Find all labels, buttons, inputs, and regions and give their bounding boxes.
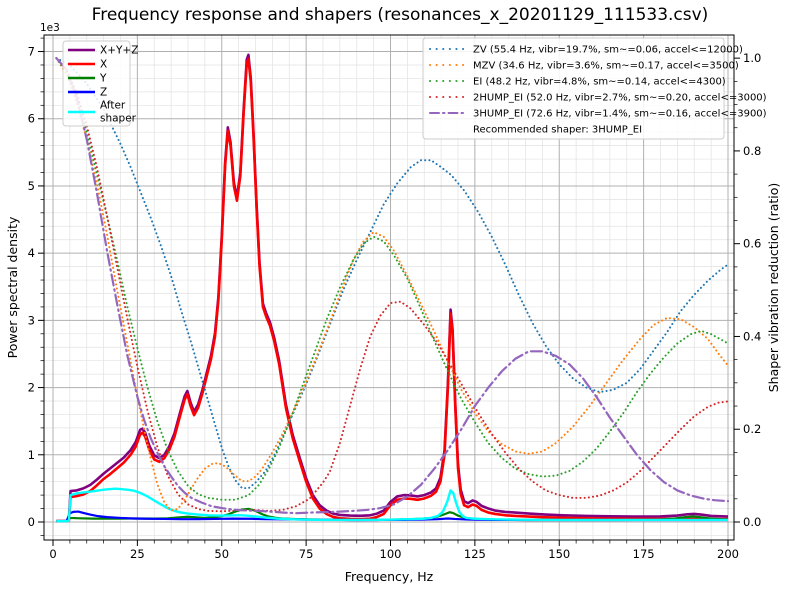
legend-label: Y bbox=[99, 73, 107, 85]
x-tick-label: 125 bbox=[464, 547, 486, 561]
legend-item-y: Y bbox=[68, 73, 107, 85]
legend-item-x-y-z: X+Y+Z bbox=[68, 45, 138, 57]
legend-shapers: ZV (55.4 Hz, vibr=19.7%, sm~=0.06, accel… bbox=[422, 37, 767, 140]
series-ei bbox=[55, 57, 729, 501]
legend-item-ei: EI (48.2 Hz, vibr=4.8%, sm~=0.14, accel<… bbox=[429, 77, 726, 88]
y-left-tick-label: 0 bbox=[28, 515, 35, 529]
x-tick-label: 175 bbox=[633, 547, 655, 561]
legend-item-3hump-ei: 3HUMP_EI (72.6 Hz, vibr=1.4%, sm~=0.16, … bbox=[429, 109, 767, 120]
legend-item-x: X bbox=[68, 59, 107, 71]
y-axis-label-left: Power spectral density bbox=[5, 216, 20, 358]
series-after-shaper bbox=[56, 487, 728, 523]
legend-label: After bbox=[100, 100, 126, 112]
chart-title: Frequency response and shapers (resonanc… bbox=[92, 5, 709, 25]
legend-label: Z bbox=[100, 87, 107, 99]
legend-shapers-box bbox=[422, 37, 725, 140]
legend-psd-box bbox=[62, 40, 131, 127]
y-left-tick-label: 6 bbox=[28, 112, 35, 126]
axis-offset-text: 1e3 bbox=[40, 22, 60, 34]
x-tick-label: 25 bbox=[130, 547, 145, 561]
legend-item-zv: ZV (55.4 Hz, vibr=19.7%, sm~=0.06, accel… bbox=[429, 45, 743, 56]
axis-tick-labels: 0 25 50 75 100 125 150 175 200 0 1 2 3 4 5 6 7 0.0 0.2 0.4 0… bbox=[28, 45, 762, 561]
x-tick-label: 200 bbox=[717, 547, 739, 561]
y-right-tick-label: 0.0 bbox=[743, 515, 761, 529]
y-left-tick-label: 7 bbox=[28, 45, 35, 59]
plot-series bbox=[55, 53, 730, 523]
y-right-tick-label: 0.6 bbox=[743, 237, 761, 251]
legend-label: EI (48.2 Hz, vibr=4.8%, sm~=0.14, accel<… bbox=[473, 77, 726, 88]
y-right-tick-label: 0.2 bbox=[743, 422, 761, 436]
legend-label: MZV (34.6 Hz, vibr=3.6%, sm~=0.17, accel… bbox=[473, 61, 739, 72]
legend-label: X+Y+Z bbox=[100, 45, 138, 57]
y-left-tick-label: 5 bbox=[28, 179, 35, 193]
y-right-tick-label: 0.8 bbox=[743, 144, 761, 158]
x-tick-label: 100 bbox=[380, 547, 402, 561]
y-left-tick-label: 1 bbox=[28, 448, 35, 462]
x-tick-label: 150 bbox=[548, 547, 570, 561]
y-left-tick-label: 2 bbox=[28, 381, 35, 395]
y-left-tick-label: 4 bbox=[28, 246, 35, 260]
x-tick-label: 50 bbox=[214, 547, 229, 561]
legend-item-z: Z bbox=[68, 87, 107, 99]
y-axis-label-right: Shaper vibration reduction (ratio) bbox=[766, 183, 781, 393]
series-mzv bbox=[55, 57, 729, 512]
series-x bbox=[56, 57, 729, 523]
plot-border bbox=[43, 34, 735, 541]
x-tick-label: 75 bbox=[299, 547, 314, 561]
x-tick-label: 0 bbox=[49, 547, 56, 561]
y-left-tick-label: 3 bbox=[28, 313, 35, 327]
legend-recommended-note: Recommended shaper: 3HUMP_EI bbox=[473, 125, 642, 136]
y-right-tick-label: 1.0 bbox=[743, 51, 761, 65]
x-axis-label: Frequency, Hz bbox=[345, 569, 434, 584]
legend-label: ZV (55.4 Hz, vibr=19.7%, sm~=0.06, accel… bbox=[473, 45, 743, 56]
series-3hump-ei bbox=[55, 57, 730, 515]
legend-item-mzv: MZV (34.6 Hz, vibr=3.6%, sm~=0.17, accel… bbox=[429, 61, 739, 72]
legend-label: shaper bbox=[100, 113, 137, 125]
legend-label: 2HUMP_EI (52.0 Hz, vibr=2.7%, sm~=0.20, … bbox=[473, 93, 767, 104]
series-2hump-ei bbox=[55, 57, 729, 513]
legend-label: X bbox=[100, 59, 107, 71]
y-right-tick-label: 0.4 bbox=[743, 329, 761, 343]
legend-label: 3HUMP_EI (72.6 Hz, vibr=1.4%, sm~=0.16, … bbox=[473, 109, 767, 120]
axis-ticks bbox=[38, 37, 740, 546]
legend-item-2hump-ei: 2HUMP_EI (52.0 Hz, vibr=2.7%, sm~=0.20, … bbox=[429, 93, 767, 104]
